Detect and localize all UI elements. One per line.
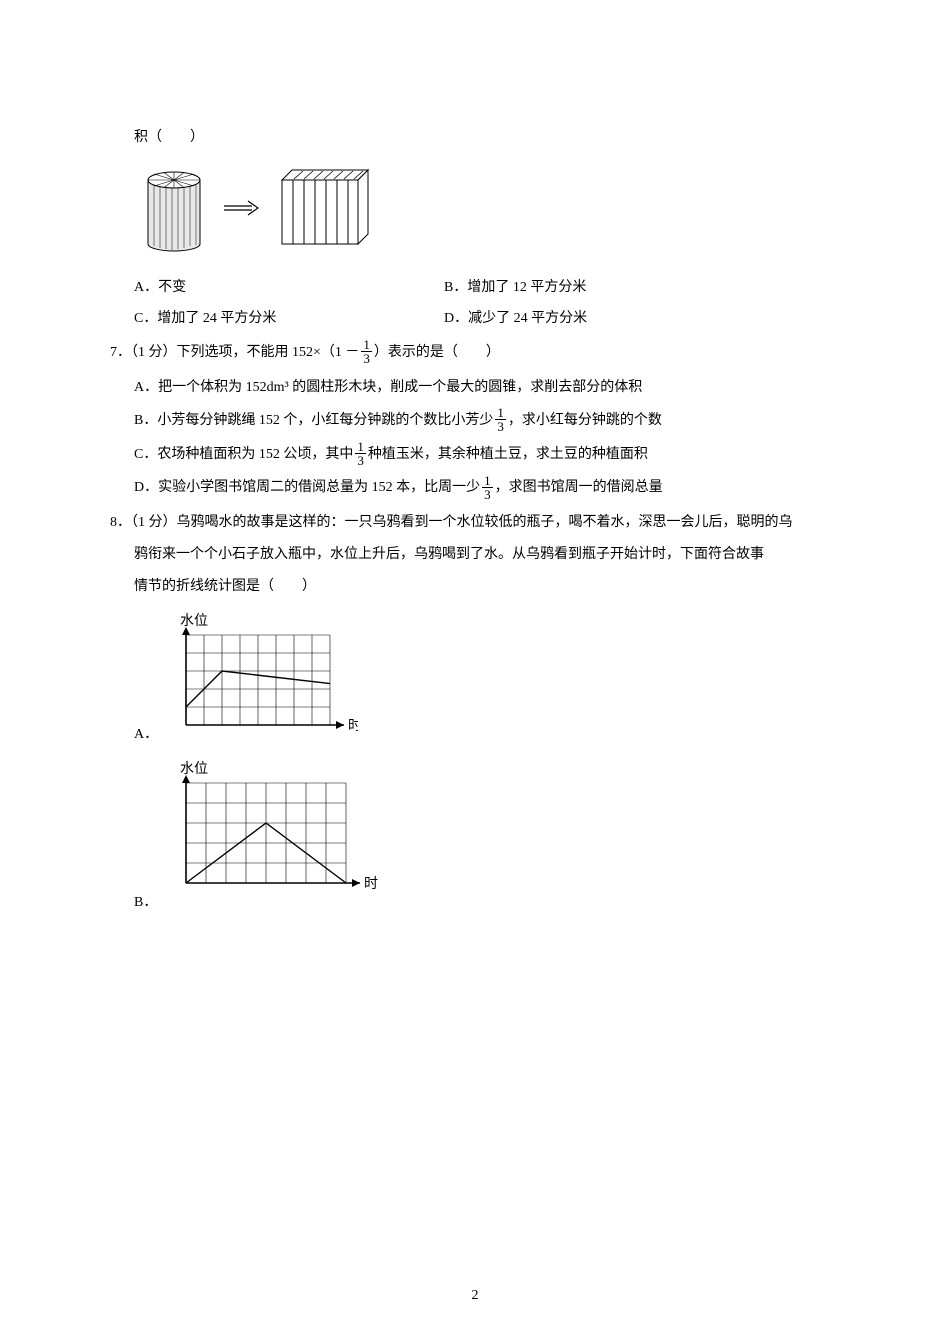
line-chart-a: 水位时间: [158, 609, 358, 749]
svg-text:水位: 水位: [180, 613, 208, 629]
svg-text:时间: 时间: [364, 876, 378, 892]
q6-intro: 积（ ）: [110, 124, 850, 152]
svg-text:时间: 时间: [348, 718, 358, 734]
q6-option-c: C．增加了 24 平方分米: [134, 304, 444, 335]
q7-prefix: 7．（1 分）下列选项，不能用 152×（1 －: [110, 345, 359, 360]
q7-suffix: ）表示的是（ ）: [374, 345, 500, 360]
fraction-icon: 13: [495, 406, 506, 433]
q8-option-a-label: A．: [134, 723, 158, 749]
q7-option-b: B．小芳每分钟跳绳 152 个，小红每分钟跳的个数比小芳少13，求小红每分钟跳的…: [134, 404, 850, 438]
q8-chart-b-block: B． 水位时间: [134, 757, 850, 917]
q6-option-a: A．不变: [134, 273, 444, 304]
fraction-icon: 13: [355, 440, 366, 467]
line-chart-b: 水位时间: [158, 757, 378, 917]
q6-figure: [134, 160, 850, 265]
q7-stem: 7．（1 分）下列选项，不能用 152×（1 －13）表示的是（ ）: [110, 339, 850, 367]
q6-options-row2: C．增加了 24 平方分米 D．减少了 24 平方分米: [134, 304, 850, 335]
fraction-icon: 13: [482, 474, 493, 501]
q8-chart-a-block: A． 水位时间: [134, 609, 850, 749]
q7-option-c: C．农场种植面积为 152 公顷，其中13种植玉米，其余种植土豆，求土豆的种植面…: [134, 438, 850, 472]
q7-option-a: A．把一个体积为 152dm³ 的圆柱形木块，削成一个最大的圆锥，求削去部分的体…: [134, 371, 850, 405]
q8-option-b-label: B．: [134, 891, 158, 917]
page-number: 2: [0, 1288, 950, 1304]
q6-option-b: B．增加了 12 平方分米: [444, 273, 754, 304]
q6-options-row1: A．不变 B．增加了 12 平方分米: [134, 273, 850, 304]
q8-stem-line3: 情节的折线统计图是（ ）: [134, 573, 850, 601]
page: 积（ ）: [0, 0, 950, 1344]
q8-stem-line1: 8．（1 分）乌鸦喝水的故事是这样的：一只乌鸦看到一个水位较低的瓶子，喝不着水，…: [110, 509, 850, 537]
q7-option-d: D．实验小学图书馆周二的借阅总量为 152 本，比周一少13，求图书馆周一的借阅…: [134, 471, 850, 505]
q6-option-d: D．减少了 24 平方分米: [444, 304, 754, 335]
svg-text:水位: 水位: [180, 761, 208, 777]
fraction-icon: 13: [361, 338, 372, 365]
q8-stem-line2: 鸦衔来一个个小石子放入瓶中，水位上升后，乌鸦喝到了水。从乌鸦看到瓶子开始计时，下…: [134, 541, 850, 569]
cylinder-cut-illustration: [134, 160, 384, 260]
